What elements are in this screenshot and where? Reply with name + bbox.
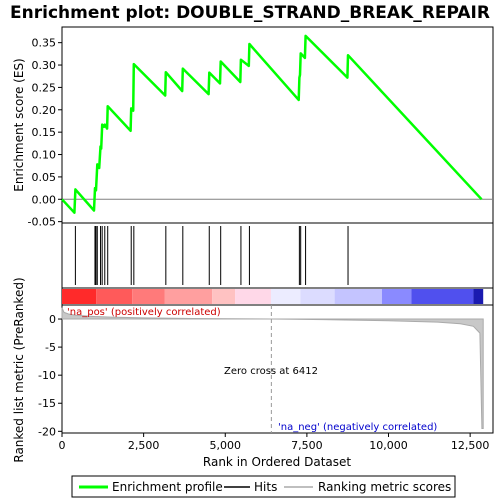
es-ytick-label: 0.35 (32, 37, 57, 50)
x-axis-label: Rank in Ordered Dataset (203, 455, 351, 469)
xtick-label: 2,500 (128, 439, 160, 452)
es-axis-label: Enrichment score (ES) (12, 58, 26, 191)
colorbar-segment (300, 289, 335, 304)
enrichment-profile-line (61, 34, 483, 214)
pos-label: 'na_pos' (positively correlated) (67, 307, 221, 318)
xtick-label: 0 (59, 439, 66, 452)
colorbar-segment (212, 289, 236, 304)
es-ytick-label: 0.00 (32, 193, 57, 206)
xtick-label: 12,500 (451, 439, 490, 452)
colorbar-segment (334, 289, 382, 304)
es-panel-frame (61, 26, 494, 224)
metric-axis-label: Ranked list metric (PreRanked) (12, 277, 26, 462)
colorbar-segment (96, 289, 133, 304)
es-ytick-label: 0.20 (32, 104, 57, 117)
metric-layer (61, 305, 484, 433)
xtick-label: 5,000 (210, 439, 242, 452)
es-ytick-label: 0.25 (32, 81, 57, 94)
colorbar-segment (62, 289, 97, 304)
axis-layer: 0.35 0.30 0.25 0.20 0.15 0.10 0.05 0.00 -0.05 0 -5… (28, 37, 490, 452)
hits-layer (74, 226, 349, 285)
colorbar-segment (132, 289, 165, 304)
es-ytick-label: 0.05 (32, 171, 57, 184)
metric-ytick-label: -20 (38, 425, 56, 438)
es-ytick-label: 0.10 (32, 149, 57, 162)
metric-ytick-label: -5 (45, 341, 56, 354)
legend-label-enrichment: Enrichment profile (112, 480, 223, 494)
colorbar-segment (235, 289, 271, 304)
es-ytick-label: 0.30 (32, 59, 57, 72)
colorbar-segment (164, 289, 213, 304)
colorbar-segment (411, 289, 474, 304)
legend-box (71, 475, 456, 498)
colorbar-layer (62, 289, 484, 304)
hits-panel-frame (61, 222, 494, 289)
es-ytick-label: -0.05 (28, 216, 56, 229)
metric-ytick-label: -15 (38, 397, 56, 410)
colorbar-segment (473, 289, 484, 304)
neg-label: 'na_neg' (negatively correlated) (278, 422, 437, 433)
es-ytick-label: 0.15 (32, 126, 57, 139)
colorbar-segment (381, 289, 412, 304)
legend-label-hits: Hits (254, 480, 277, 494)
zero-cross-label: Zero cross at 6412 (224, 366, 318, 377)
metric-panel-frame (61, 304, 494, 434)
legend: Enrichment profile Hits Ranking metric s… (71, 475, 456, 498)
chart-title: Enrichment plot: DOUBLE_STRAND_BREAK_REP… (10, 3, 490, 23)
es-layer (61, 34, 493, 214)
legend-label-metric: Ranking metric scores (318, 480, 451, 494)
metric-ytick-label: -10 (38, 369, 56, 382)
xtick-label: 7,500 (291, 439, 323, 452)
colorbar-segment (270, 289, 301, 304)
xtick-label: 10,000 (369, 439, 408, 452)
metric-ytick-label: 0 (49, 313, 56, 326)
